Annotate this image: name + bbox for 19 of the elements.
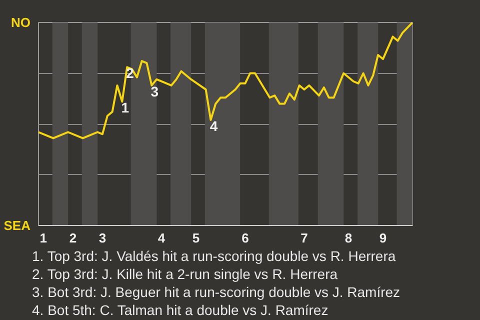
x-tick-label: 5 [192,230,200,246]
annotation: 2 [126,65,134,82]
text: 1. Top 3rd: J. Valdés hit a run-scoring double vs R. Herrera [32,248,396,264]
text: SEA [4,218,32,233]
annotation: 1 [121,100,130,116]
x-tick-label: 2 [69,230,77,246]
x-tick-label: 1 [40,230,48,246]
annotation: 3 [150,83,159,100]
text: 4. Bot 5th: C. Talman hit a double vs J. Ramírez [32,302,328,318]
x-tick-label: 8 [344,230,352,246]
text: 2. Top 3rd: J. Kille hit a 2-run single vs R. Herrera [32,266,338,282]
x-tick-label: 6 [242,230,249,246]
x-tick-label: 9 [379,230,387,246]
x-tick-label: 7 [300,230,308,246]
x-tick-label: 4 [158,230,166,246]
text: NO [11,15,30,30]
text: 3. Bot 3rd: J. Beguer hit a run-scoring double vs J. Ramírez [32,284,400,300]
annotation: 4 [210,118,218,134]
x-tick-label: 3 [98,230,106,246]
